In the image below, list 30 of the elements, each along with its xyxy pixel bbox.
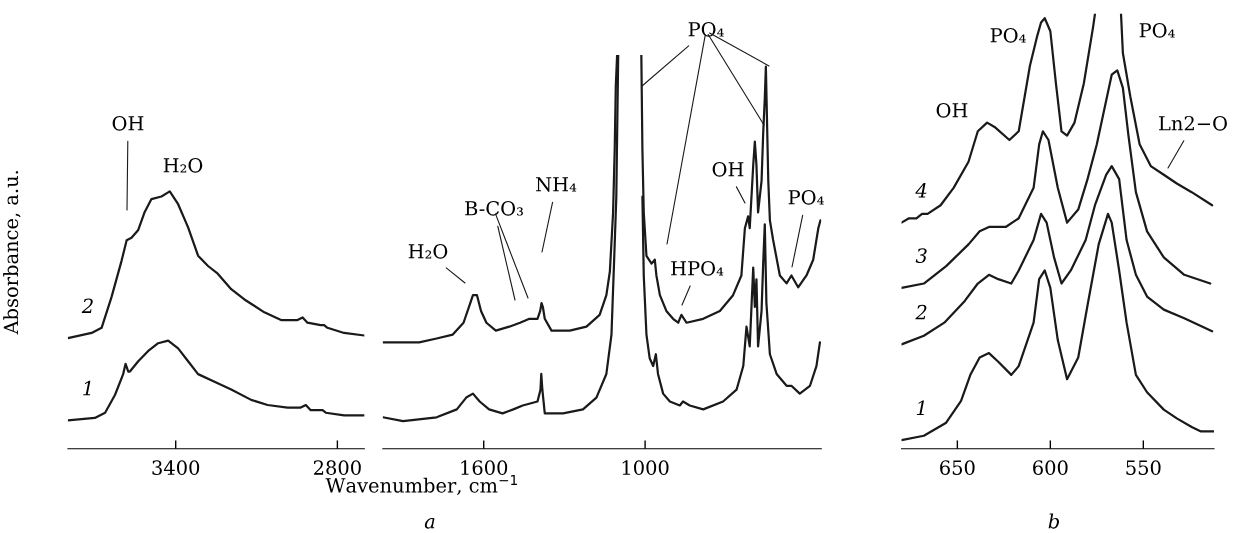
text: H₂O bbox=[163, 157, 203, 173]
x-tick-label: 2800 bbox=[313, 460, 361, 475]
annotation: OH bbox=[936, 102, 968, 118]
annotation: Ln2−O bbox=[1159, 115, 1227, 131]
series-label: 1 bbox=[916, 400, 924, 415]
annotation: OH bbox=[712, 161, 744, 177]
x-tick-label: 650 bbox=[940, 460, 975, 475]
annotation: B-CO₃ bbox=[465, 200, 523, 216]
annotation: PO₄ bbox=[1139, 22, 1175, 38]
y-axis-title: Absorbance, a.u. bbox=[3, 171, 21, 335]
series-label: 2 bbox=[915, 304, 927, 320]
x-tick-label: 3400 bbox=[152, 460, 200, 475]
text: b bbox=[1048, 513, 1059, 529]
x-tick-label: 1600 bbox=[461, 460, 508, 475]
annotation: NH₄ bbox=[536, 177, 577, 192]
series-label: 3 bbox=[915, 248, 927, 263]
x-axis-title: Wavenumber, cm$^{−1}$ bbox=[325, 475, 517, 496]
text: OH bbox=[112, 115, 144, 131]
x-tick-label: 1000 bbox=[622, 460, 669, 475]
x-tick-label: 600 bbox=[1033, 460, 1068, 475]
text: a bbox=[424, 518, 435, 529]
series-label: 2 bbox=[81, 298, 93, 313]
annotation: H₂O bbox=[408, 243, 448, 259]
x-tick-label: 550 bbox=[1126, 460, 1161, 475]
annotation: PO₄ bbox=[788, 189, 824, 205]
annotation: HPO₄ bbox=[671, 260, 724, 276]
series-label: 1 bbox=[83, 380, 91, 396]
annotation: PO₄ bbox=[990, 27, 1026, 43]
series-label: 4 bbox=[915, 183, 927, 198]
text: PO₄ bbox=[688, 21, 724, 37]
